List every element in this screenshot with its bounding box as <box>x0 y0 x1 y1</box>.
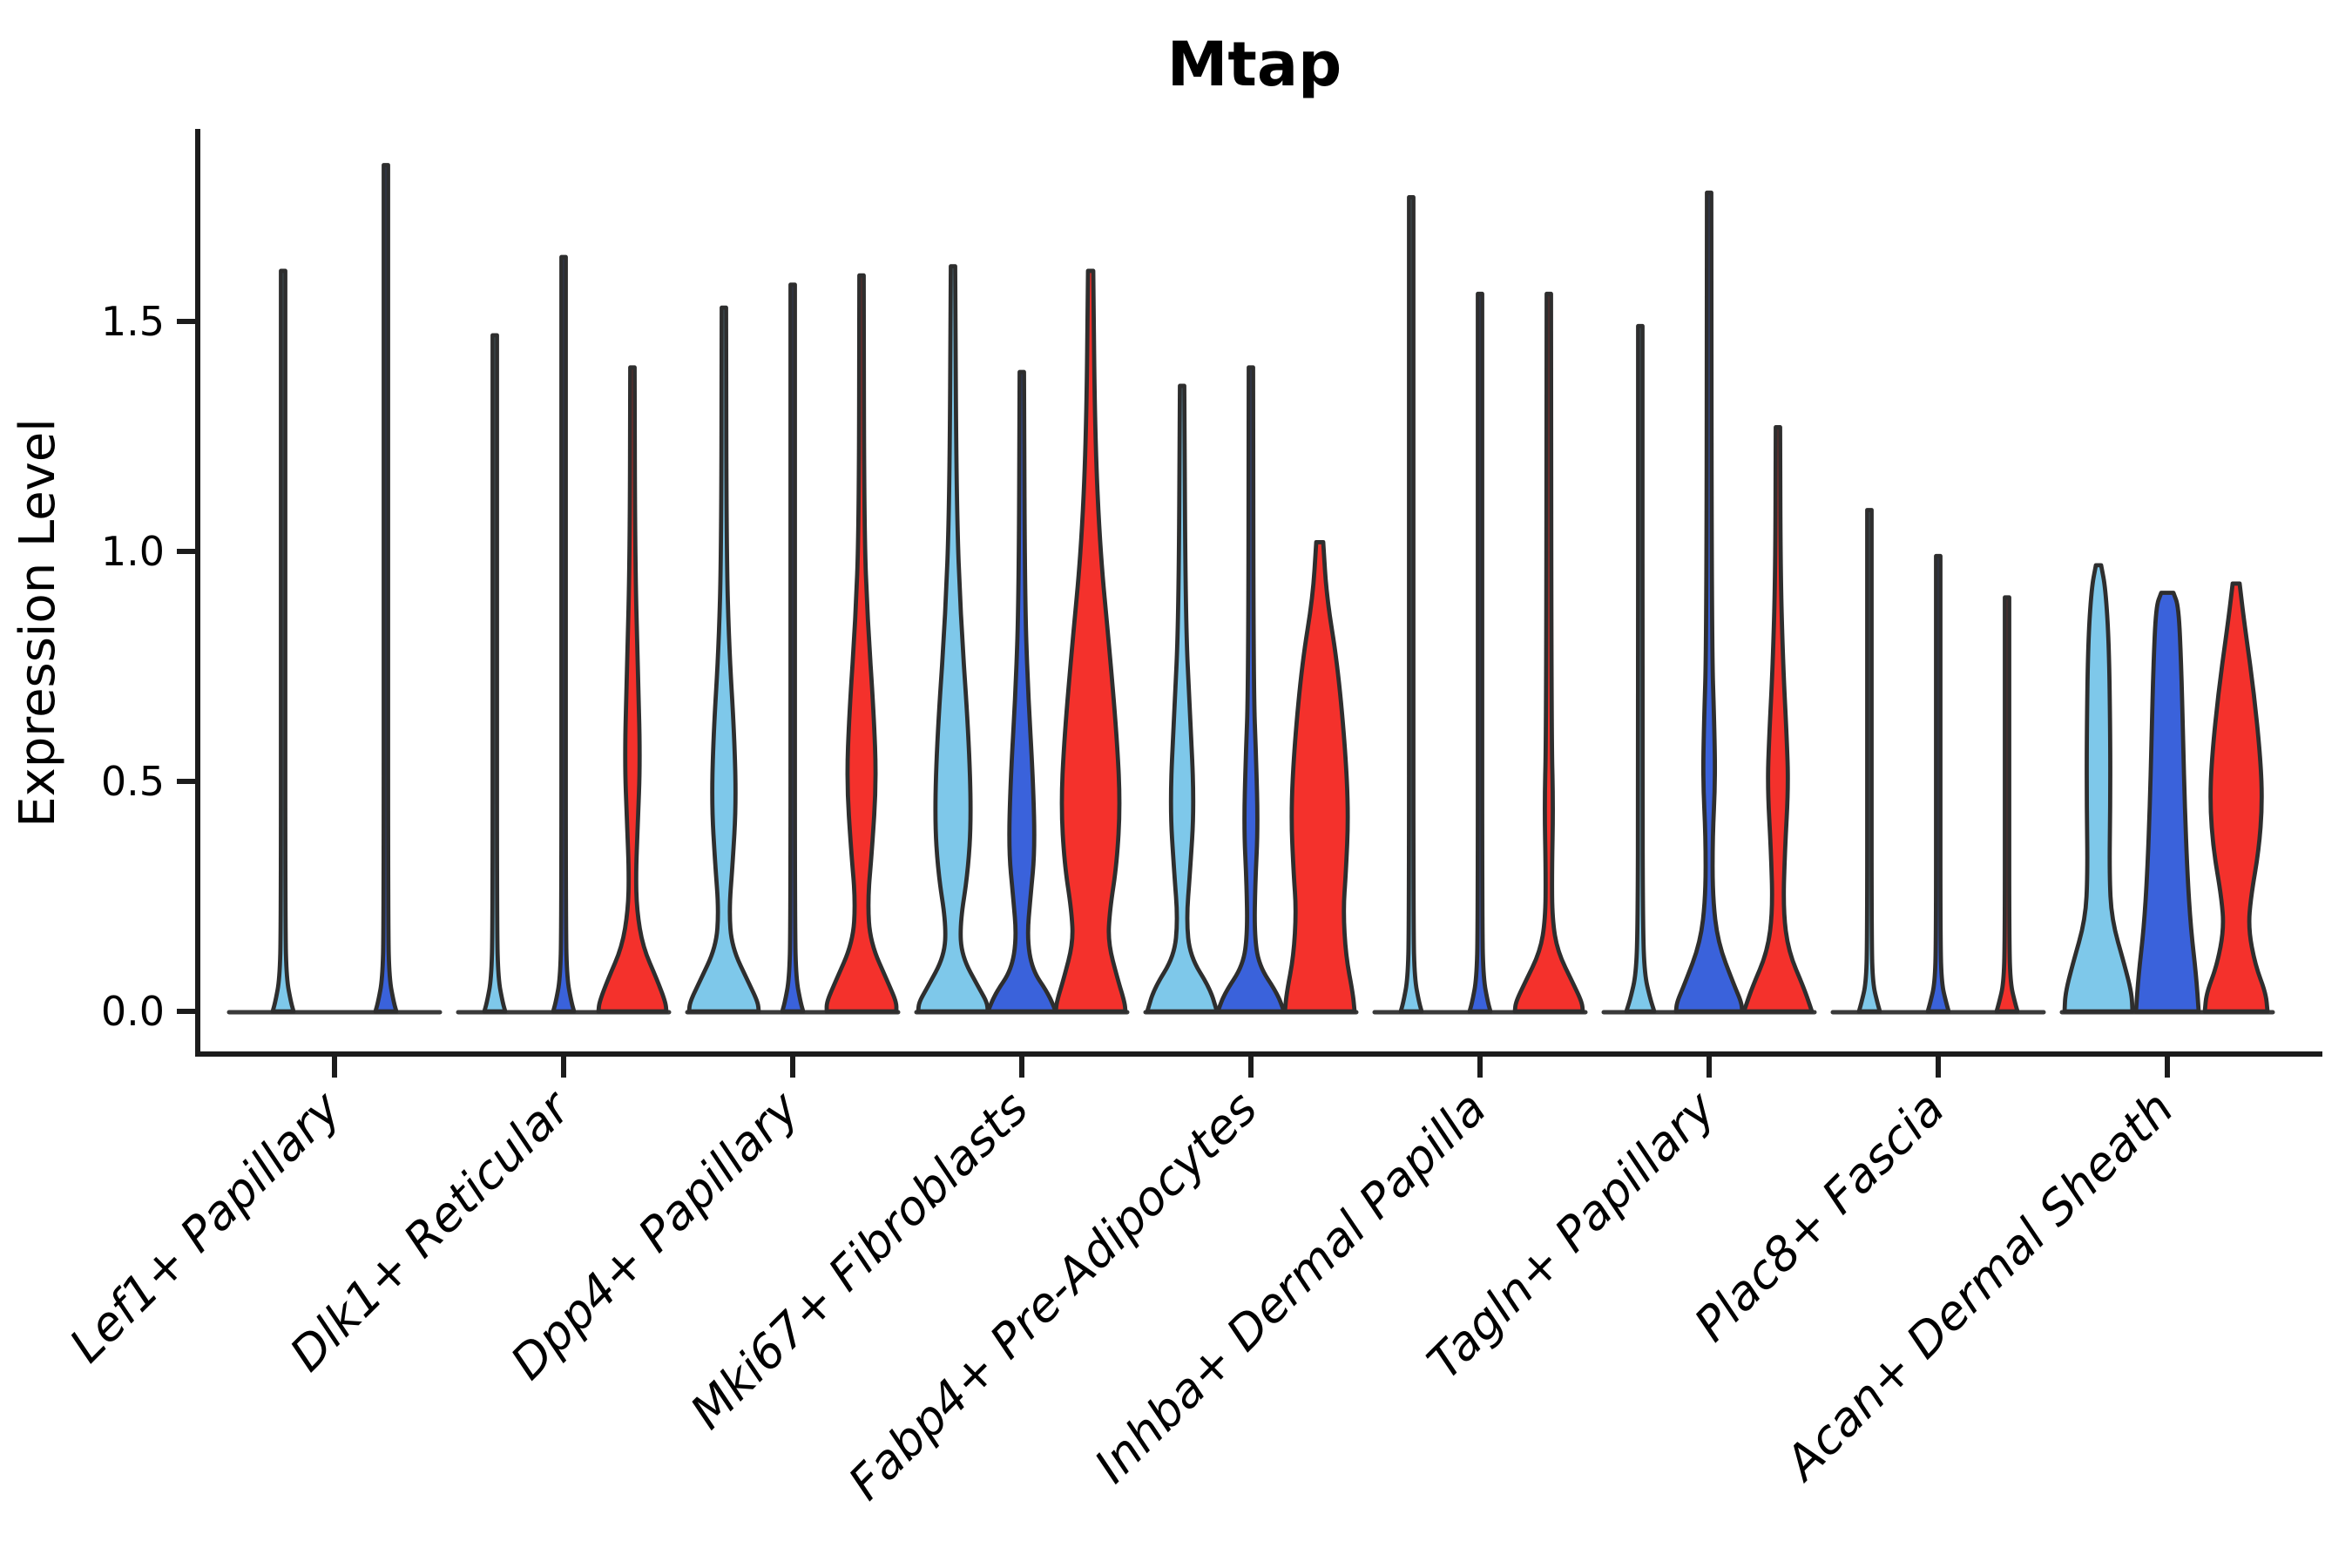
violin-lef1-papillary-lightblue <box>270 268 296 1014</box>
violin-mki67-fibroblasts-lightblue <box>916 264 990 1014</box>
violins <box>270 163 2270 1014</box>
y-tick-label: 0.5 <box>101 758 165 805</box>
violin-acan-dermal-sheath-red <box>2202 581 2270 1014</box>
violin-plac8-fascia-red <box>1994 595 2020 1014</box>
y-axis-label: Expression Level <box>10 418 66 828</box>
x-tick-label-acan-dermal-sheath: Acan+ Dermal Sheath <box>1773 1081 2184 1492</box>
y-tick-label: 0.0 <box>101 988 165 1035</box>
violin-dlk1-reticular-lightblue <box>482 333 508 1014</box>
violin-acan-dermal-sheath-lightblue <box>2062 563 2135 1014</box>
violin-tagln-papillary-lightblue <box>1624 323 1657 1014</box>
violin-fabp4-pre-adipocytes-lightblue <box>1145 383 1220 1014</box>
violin-tagln-papillary-blue <box>1673 190 1745 1014</box>
violin-inhba-dermal-papilla-lightblue <box>1398 195 1424 1014</box>
violin-dpp4-papillary-red <box>824 273 899 1014</box>
violin-mki67-fibroblasts-blue <box>985 369 1058 1014</box>
violin-lef1-papillary-blue <box>373 163 399 1014</box>
violin-plac8-fascia-lightblue <box>1856 508 1882 1014</box>
violin-acan-dermal-sheath-blue <box>2133 591 2201 1014</box>
violin-tagln-papillary-red <box>1741 425 1815 1014</box>
violin-plac8-fascia-blue <box>1925 553 1951 1014</box>
y-tick-label: 1.5 <box>101 298 165 345</box>
x-tick-label-fabp4-pre-adipocytes: Fabp4+ Pre-Adipocytes <box>838 1081 1267 1511</box>
violin-dpp4-papillary-blue <box>780 282 806 1014</box>
violin-dlk1-reticular-red <box>596 365 669 1014</box>
violin-dpp4-papillary-lightblue <box>686 305 761 1014</box>
violin-fabp4-pre-adipocytes-blue <box>1215 365 1287 1014</box>
y-tick-label: 1.0 <box>101 528 165 575</box>
x-tick-label-inhba-dermal-papilla: Inhba+ Dermal Papilla <box>1084 1081 1497 1494</box>
violin-inhba-dermal-papilla-blue <box>1467 291 1493 1014</box>
violin-fabp4-pre-adipocytes-red <box>1282 540 1357 1014</box>
violin-mki67-fibroblasts-red <box>1053 268 1128 1014</box>
violin-inhba-dermal-papilla-red <box>1512 291 1585 1014</box>
chart-title: Mtap <box>1167 29 1342 100</box>
violin-dlk1-reticular-blue <box>551 254 577 1014</box>
